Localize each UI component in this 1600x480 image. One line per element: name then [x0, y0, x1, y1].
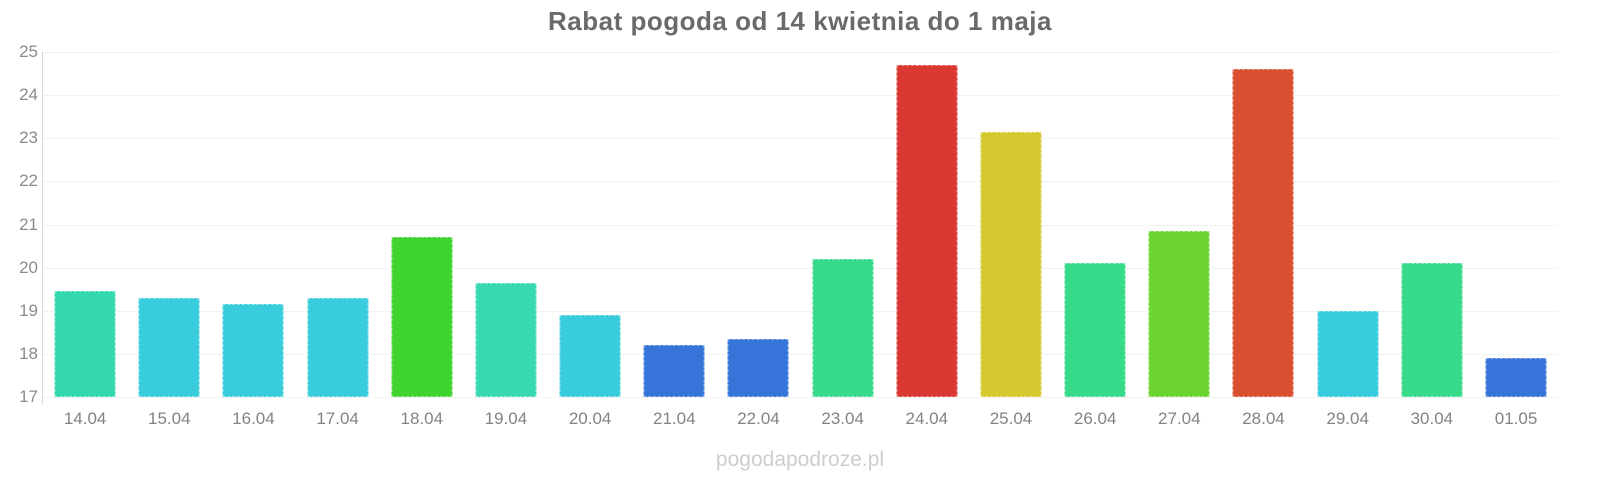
y-axis-tick-label: 18	[19, 343, 38, 363]
x-axis-tick-label: 23.04	[821, 409, 864, 428]
gridline	[42, 353, 1558, 355]
bar-slot: 24.04	[885, 52, 969, 428]
bar-slot: 29.04	[1306, 52, 1390, 428]
watermark: pogodapodroze.pl	[715, 448, 885, 471]
x-axis-tick-label: 17.04	[316, 409, 359, 428]
temperature-bar-28-04[interactable]	[1232, 69, 1294, 397]
gridline	[42, 181, 1558, 183]
bar-slot: 19.04	[464, 52, 548, 428]
y-axis-tick-label: 23	[19, 128, 38, 148]
gridline	[42, 310, 1558, 312]
gridline	[42, 224, 1558, 226]
y-axis-tick-label: 25	[19, 42, 38, 61]
x-axis-tick-label: 19.04	[484, 409, 528, 428]
x-axis-tick-label: 21.04	[653, 409, 696, 428]
temperature-bar-30-04[interactable]	[1401, 263, 1463, 397]
temperature-bar-18-04[interactable]	[391, 237, 453, 397]
plot-area: 14.04 15.04 16.04 17.04 18.04 19.04 20.04 21.04…	[42, 52, 1558, 428]
temperature-bar-26-04[interactable]	[1064, 263, 1126, 397]
x-axis-tick-label: 26.04	[1073, 409, 1117, 428]
x-axis-tick-label: 20.04	[568, 409, 612, 428]
x-axis-tick-label: 30.04	[1410, 409, 1454, 428]
bars-container: 14.04 15.04 16.04 17.04 18.04 19.04 20.04 21.04…	[43, 52, 1558, 428]
bar-slot: 22.04	[716, 52, 800, 428]
x-axis-tick-label: 22.04	[737, 409, 780, 428]
gridline	[42, 95, 1558, 97]
chart-title: Rabat pogoda od 14 kwietnia do 1 maja	[548, 6, 1052, 36]
gridline	[42, 52, 1558, 53]
temperature-bar-29-04[interactable]	[1317, 310, 1379, 397]
bar-slot: 18.04	[380, 52, 464, 428]
x-axis-tick-label: 15.04	[147, 409, 191, 428]
y-axis-line	[42, 52, 43, 404]
gridline	[42, 267, 1558, 269]
y-axis-tick-label: 22	[19, 171, 38, 191]
bar-slot: 20.04	[548, 52, 632, 428]
y-axis-tick-label: 20	[19, 257, 38, 277]
temperature-bar-17-04[interactable]	[307, 297, 369, 397]
bar-slot: 25.04	[969, 52, 1053, 428]
temperature-bar-27-04[interactable]	[1148, 230, 1210, 397]
temperature-bar-24-04[interactable]	[896, 64, 958, 397]
temperature-bar-19-04[interactable]	[475, 282, 537, 397]
x-axis-tick-label: 18.04	[400, 409, 444, 428]
bar-slot: 27.04	[1137, 52, 1221, 428]
temperature-bar-15-04[interactable]	[138, 297, 200, 397]
bar-slot: 17.04	[296, 52, 380, 428]
temperature-bar-01-05[interactable]	[1485, 358, 1547, 397]
bar-slot: 23.04	[801, 52, 885, 428]
y-axis-tick-label: 19	[19, 300, 38, 320]
x-axis-tick-label: 28.04	[1242, 409, 1285, 428]
bar-slot: 28.04	[1221, 52, 1305, 428]
bar-slot: 16.04	[211, 52, 295, 428]
y-axis-tick-label: 17	[19, 387, 38, 406]
gridline	[42, 138, 1558, 140]
bar-slot: 21.04	[632, 52, 716, 428]
x-axis-tick-label: 01.05	[1494, 409, 1538, 428]
temperature-bar-21-04[interactable]	[643, 345, 705, 397]
y-axis-tick-label: 24	[19, 85, 38, 105]
bar-slot: 30.04	[1390, 52, 1474, 428]
bar-slot: 14.04	[43, 52, 127, 428]
temperature-bar-14-04[interactable]	[54, 291, 116, 397]
x-axis-tick-label: 24.04	[905, 409, 949, 428]
temperature-bar-16-04[interactable]	[222, 304, 284, 397]
gridline	[42, 397, 1558, 398]
x-axis-tick-label: 29.04	[1326, 409, 1369, 428]
x-axis-tick-label: 16.04	[232, 409, 275, 428]
x-axis-tick-label: 14.04	[63, 409, 107, 428]
temperature-bar-20-04[interactable]	[559, 315, 621, 397]
temperature-bar-25-04[interactable]	[980, 131, 1042, 397]
bar-slot: 01.05	[1474, 52, 1558, 428]
x-axis-tick-label: 27.04	[1158, 409, 1201, 428]
bar-slot: 26.04	[1053, 52, 1137, 428]
x-axis-tick-label: 25.04	[989, 409, 1033, 428]
temperature-bar-23-04[interactable]	[812, 259, 874, 397]
temperature-bar-22-04[interactable]	[727, 338, 789, 397]
bar-slot: 15.04	[127, 52, 211, 428]
y-axis-tick-label: 21	[19, 214, 38, 234]
